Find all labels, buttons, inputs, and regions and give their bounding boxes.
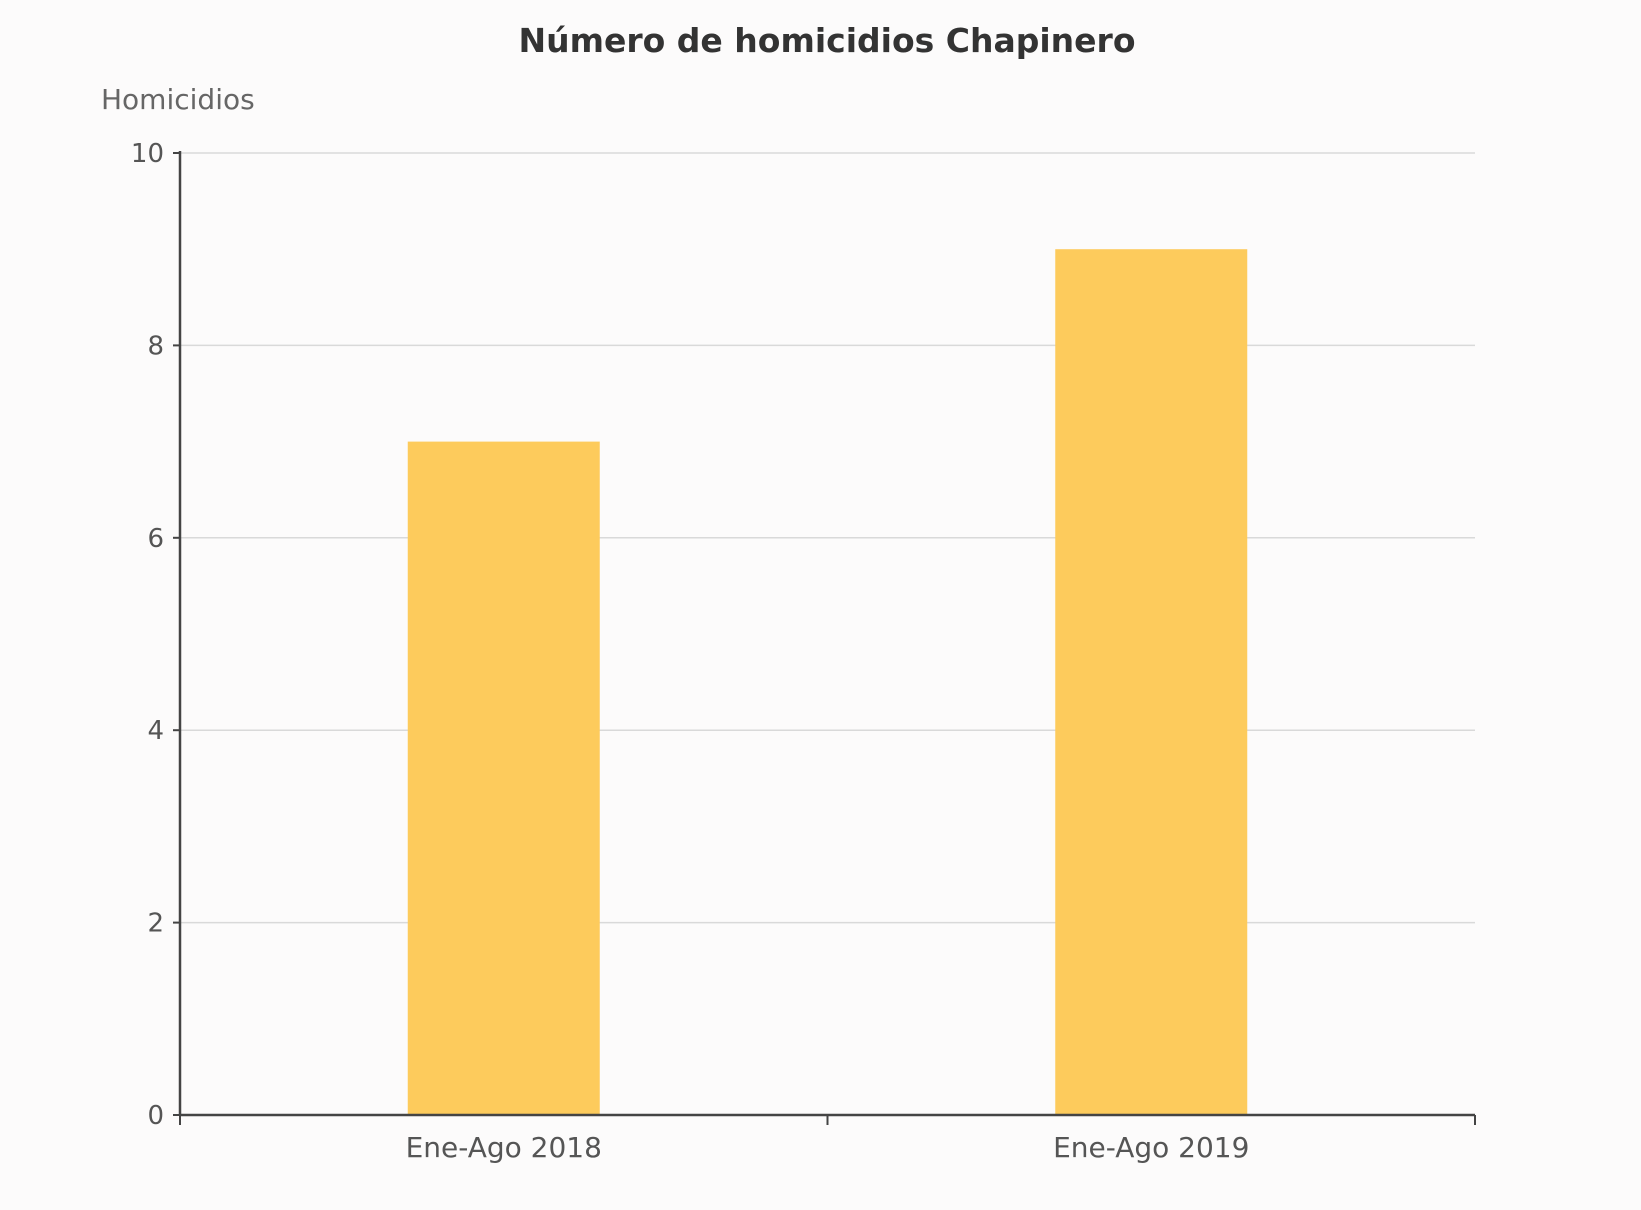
x-tick-label: Ene-Ago 2018 <box>406 1131 602 1164</box>
bar <box>407 441 600 1116</box>
y-tick-label: 4 <box>147 716 164 746</box>
y-tick-label: 8 <box>147 331 164 361</box>
tick-labels: 0 2 4 6 8 10 Ene-Ago 2018 Ene-Ago 2019 <box>131 139 1250 1164</box>
chart-title: Número de homicidios Chapinero <box>518 21 1135 60</box>
bar <box>1055 249 1248 1115</box>
grid-lines <box>180 152 1475 924</box>
y-tick-label: 2 <box>147 909 164 939</box>
axes <box>173 151 1476 1125</box>
y-tick-label: 6 <box>147 524 164 554</box>
x-tick-label: Ene-Ago 2019 <box>1053 1131 1249 1164</box>
y-tick-label: 10 <box>131 139 164 169</box>
y-tick-label: 0 <box>147 1101 164 1131</box>
y-axis-title: Homicidios <box>101 83 255 116</box>
bars <box>407 249 1248 1116</box>
